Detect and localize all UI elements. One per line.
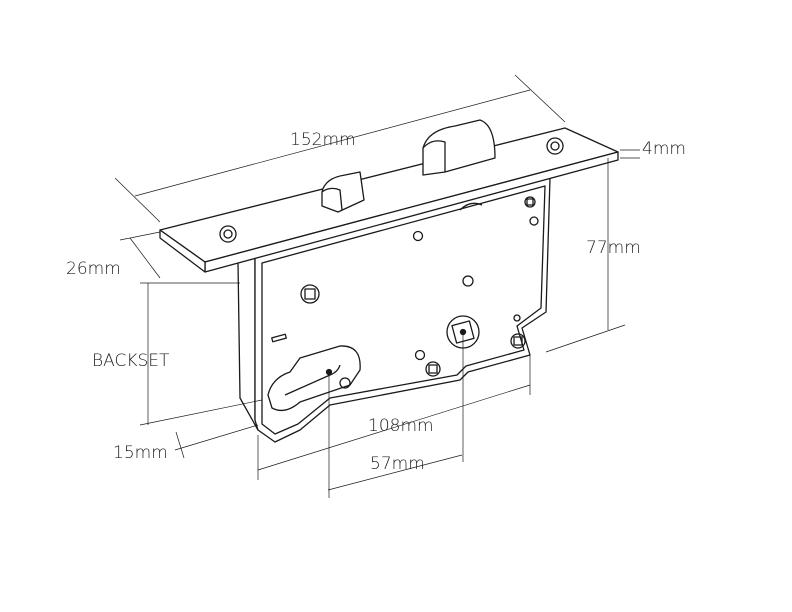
body-holes	[271, 196, 539, 377]
label-height: 77mm	[586, 238, 641, 258]
faceplate-screw-right	[546, 137, 564, 155]
label-center-distance: 57mm	[370, 454, 425, 474]
label-faceplate-width: 26mm	[66, 259, 121, 279]
dimension-lines	[114, 74, 640, 498]
label-body-depth: 108mm	[368, 416, 434, 436]
cylinder-cutout	[267, 345, 361, 412]
latch-bolt	[321, 171, 365, 213]
label-backset: BACKSET	[92, 351, 170, 371]
faceplate	[159, 127, 619, 273]
label-faceplate-thickness: 4mm	[642, 139, 686, 159]
faceplate-screw-left	[219, 225, 237, 243]
dead-bolt	[422, 119, 496, 176]
label-length: 152mm	[290, 130, 356, 150]
label-offset: 15mm	[113, 443, 168, 463]
